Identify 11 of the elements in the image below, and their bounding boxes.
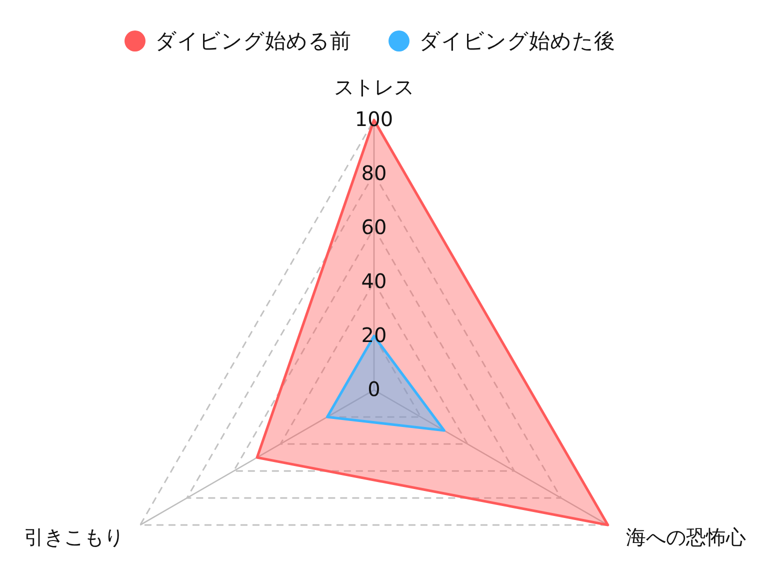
y-tick-label: 40 (361, 269, 387, 293)
y-tick-label: 60 (361, 215, 387, 239)
legend-label: ダイビング始める前 (155, 29, 351, 53)
spoke-label: ストレス (334, 75, 414, 99)
y-tick-label: 80 (361, 161, 387, 185)
y-tick-label: 100 (354, 107, 394, 131)
spoke-label: 引きこもり (24, 525, 124, 549)
spoke-label: 海への恐怖心 (626, 525, 746, 549)
legend-label: ダイビング始めた後 (419, 29, 615, 53)
y-tick-label: 20 (361, 323, 387, 347)
y-tick-label: 0 (368, 377, 380, 401)
